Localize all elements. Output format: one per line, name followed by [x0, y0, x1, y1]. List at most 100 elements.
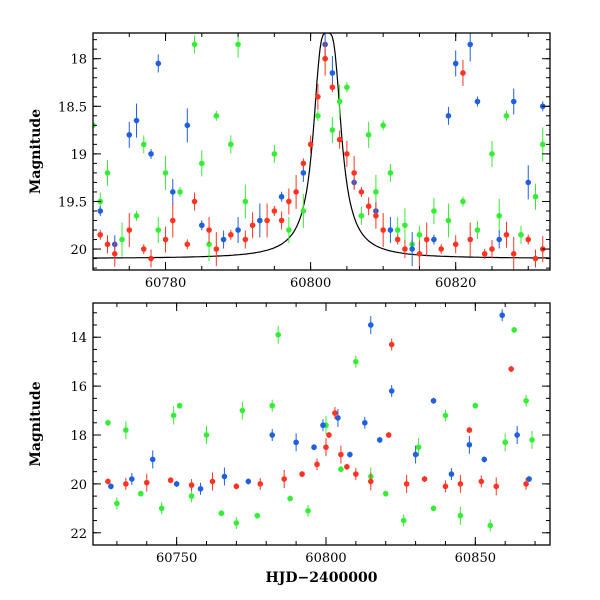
data-point — [239, 407, 246, 414]
y-tick-label: 18 — [70, 53, 87, 68]
data-point — [254, 512, 261, 519]
data-point — [466, 427, 473, 433]
data-point — [487, 522, 494, 529]
data-point — [532, 255, 539, 262]
data-point — [271, 151, 278, 157]
data-point — [336, 98, 343, 105]
data-point — [358, 189, 365, 195]
data-point — [460, 70, 466, 76]
y-tick-label: 18.5 — [58, 100, 87, 115]
data-point — [394, 236, 401, 243]
x-tick-label: 60780 — [145, 276, 186, 291]
data-point — [351, 170, 357, 176]
data-point — [129, 476, 135, 482]
data-point — [235, 227, 241, 233]
data-point — [388, 388, 395, 394]
data-point — [169, 217, 176, 224]
data-point — [503, 113, 510, 119]
series-0 — [97, 41, 546, 270]
data-point — [123, 427, 129, 433]
data-point — [206, 241, 212, 248]
data-point — [448, 471, 455, 477]
y-tick-label: 16 — [70, 380, 87, 395]
data-point — [496, 236, 503, 243]
data-point — [472, 402, 479, 409]
data-point — [445, 217, 452, 224]
data-point — [430, 505, 437, 512]
data-point — [523, 481, 529, 487]
data-point — [338, 451, 344, 458]
data-point — [287, 495, 293, 502]
data-point — [385, 432, 392, 438]
data-point — [403, 481, 410, 487]
data-point — [402, 246, 408, 252]
data-point — [286, 198, 292, 205]
data-point — [300, 170, 307, 176]
data-point — [177, 189, 183, 195]
data-point — [457, 481, 464, 487]
data-point — [344, 151, 350, 157]
data-point — [415, 444, 422, 451]
data-point — [329, 84, 336, 91]
data-point — [137, 490, 144, 497]
data-point — [338, 466, 344, 473]
data-point — [114, 500, 120, 507]
data-point — [344, 463, 350, 470]
data-point — [221, 473, 228, 480]
data-point — [452, 60, 459, 67]
data-point — [235, 41, 241, 48]
data-point — [347, 451, 353, 458]
data-point — [184, 122, 191, 129]
y-tick-label: 20 — [70, 243, 87, 258]
data-point — [315, 113, 321, 119]
data-point — [104, 241, 111, 248]
data-point — [503, 231, 510, 238]
data-point — [269, 432, 276, 438]
data-point — [191, 41, 198, 48]
data-point — [421, 476, 428, 482]
data-point — [228, 141, 234, 148]
y-tick-label: 20 — [70, 478, 87, 493]
data-point — [332, 410, 338, 416]
y-tick-label: 14 — [70, 331, 87, 346]
data-point — [409, 246, 415, 252]
data-point — [496, 212, 503, 219]
data-point — [478, 478, 485, 485]
data-point — [423, 236, 430, 243]
data-point — [203, 432, 210, 438]
data-point — [323, 444, 329, 451]
data-point — [481, 251, 488, 257]
data-point — [300, 208, 307, 214]
data-point — [162, 170, 169, 176]
x-tick-label: 60800 — [290, 276, 331, 291]
data-point — [322, 55, 328, 62]
data-point — [213, 246, 220, 252]
data-point — [257, 217, 263, 224]
data-point — [143, 479, 150, 486]
data-point — [123, 481, 129, 487]
data-point — [474, 227, 481, 233]
data-point — [108, 483, 114, 490]
data-point — [184, 241, 191, 248]
data-point — [365, 203, 372, 210]
data-point — [442, 483, 449, 490]
data-point — [431, 208, 437, 214]
data-point — [416, 231, 423, 238]
data-point — [315, 93, 321, 100]
series-1 — [108, 309, 532, 495]
data-point — [526, 476, 532, 482]
data-point — [199, 222, 205, 229]
data-point — [362, 419, 368, 426]
data-point — [249, 222, 256, 229]
data-point — [445, 113, 452, 119]
data-point — [176, 402, 183, 409]
data-point — [278, 217, 285, 224]
data-point — [140, 141, 147, 148]
data-point — [452, 241, 459, 248]
data-point — [269, 402, 276, 409]
data-point — [233, 520, 240, 526]
series-0 — [105, 338, 529, 496]
data-point — [320, 422, 326, 429]
data-point — [281, 476, 287, 482]
data-point — [199, 160, 205, 167]
